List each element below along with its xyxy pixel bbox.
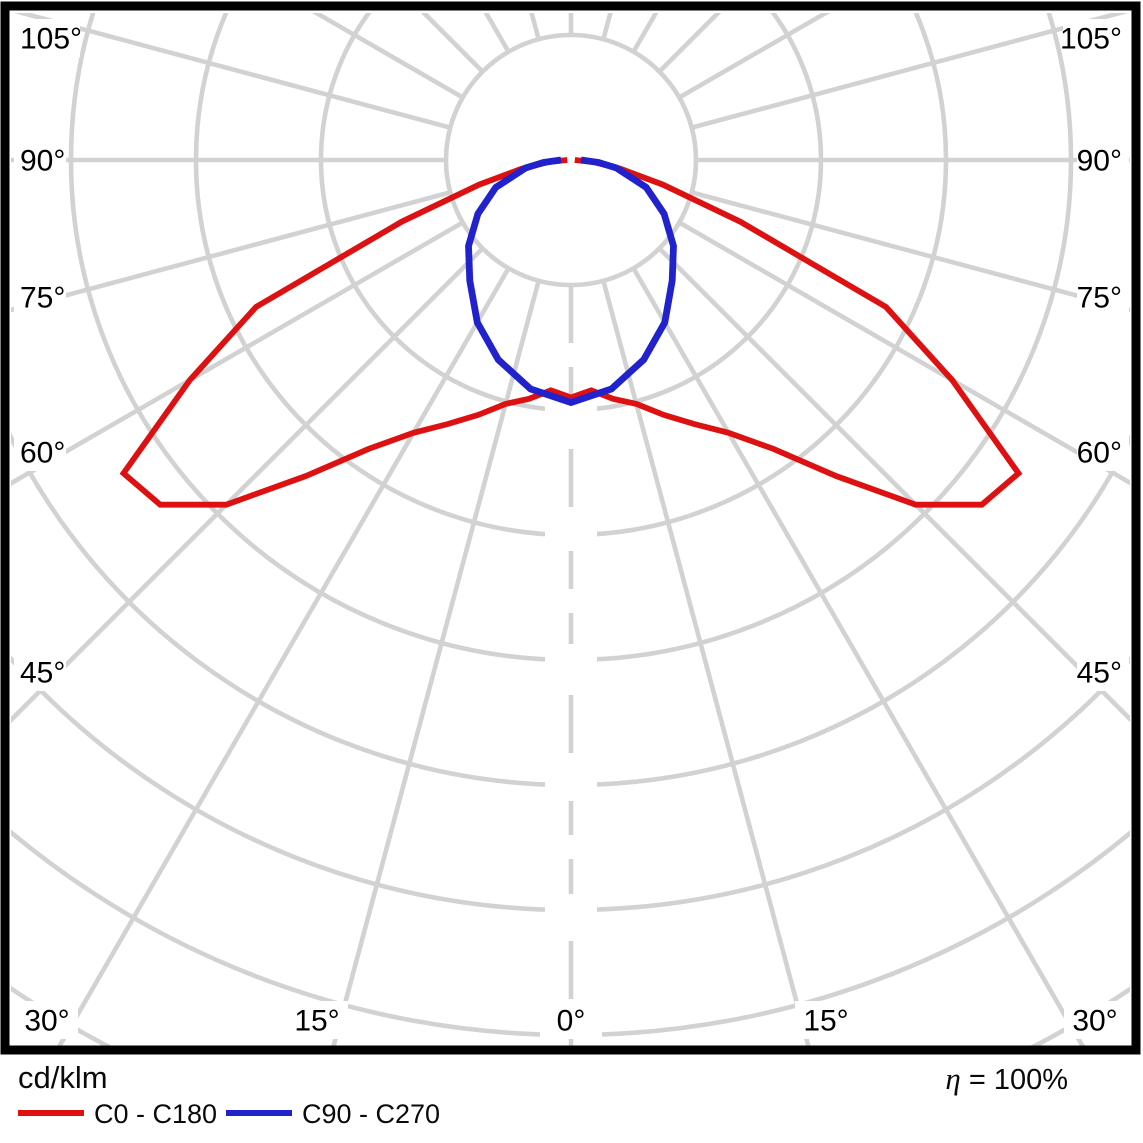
angle-label: 75° [1077,282,1122,315]
angle-label: 45° [1077,657,1122,690]
angle-label: 75° [20,282,65,315]
c90-c270-legend-label: C90 - C270 [302,1099,441,1129]
axis-value-knockout [545,769,597,801]
curve-c90-c270 [465,156,677,407]
angle-label-bg [16,1001,78,1039]
angle-label: 90° [1077,145,1122,178]
c90-c270-line-swatch [226,1110,292,1116]
angle-label-bg [795,1001,857,1039]
grid-spoke [691,190,1130,313]
angle-label: 15° [803,1005,848,1038]
angle-label-bg [540,1001,602,1039]
unit-label: cd/klm [18,1060,108,1095]
grid-ring [443,32,699,288]
c0-c180-line-swatch [18,1110,84,1116]
angle-label: 30° [1072,1005,1117,1038]
efficiency-value: = 100% [960,1064,1068,1096]
angle-label: 60° [20,437,65,470]
c0-c180-legend-label: C0 - C180 [94,1099,218,1129]
angle-label-bg [14,433,66,471]
axis-value-knockout [545,519,597,551]
angle-label-bg [1077,141,1129,179]
angle-label-bg [14,278,66,316]
grid-spoke [13,13,451,130]
angle-label: 105° [1060,23,1122,56]
curve-c0-c180 [119,157,1023,508]
grid-spoke [11,246,485,724]
grid-spoke [11,220,464,486]
angle-label: 30° [24,1005,69,1038]
angle-label-bg [14,653,66,691]
angle-label-bg [1077,278,1129,316]
angle-label: 45° [20,657,65,690]
angle-label: 15° [294,1005,339,1038]
angle-label-bg [1077,653,1129,691]
angle-label: 90° [20,145,65,178]
grid-spoke [691,13,1129,130]
grid-spoke [678,220,1130,486]
chart-frame [0,1,1141,1055]
grid-spoke [631,267,1086,1046]
eta-symbol: η [945,1061,961,1096]
angle-label-bg [1064,1001,1126,1039]
angle-label: 60° [1077,437,1122,470]
grid-spoke [11,190,451,313]
angle-label-bg [14,19,80,57]
angle-label-bg [14,141,66,179]
grid-spoke [657,246,1130,723]
angle-label-bg [1077,433,1129,471]
angle-label: 0° [557,1005,586,1038]
grid-spoke [56,267,511,1046]
legend: C0 - C180 C90 - C270 [0,1099,1143,1139]
axis-value-knockout [545,894,597,926]
grid-spoke [331,280,541,1046]
axis-value-knockout [545,644,597,676]
efficiency-readout: η = 100% [945,1061,1068,1097]
angle-label-bg [1063,19,1129,57]
angle-label: 105° [20,23,82,56]
angle-label-bg [286,1001,348,1039]
grid-spoke [601,280,811,1046]
